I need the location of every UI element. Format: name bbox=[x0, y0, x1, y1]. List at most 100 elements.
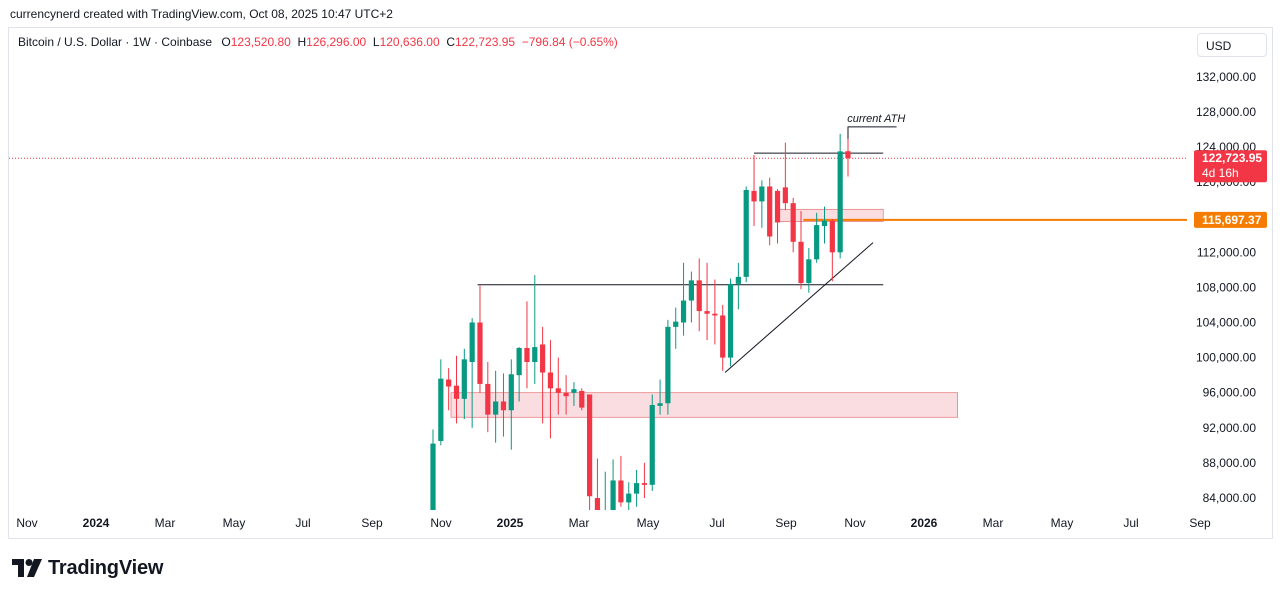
candle-body bbox=[665, 326, 671, 404]
change-value: −796.84 (−0.65%) bbox=[521, 35, 618, 49]
candle bbox=[579, 388, 585, 411]
candle bbox=[516, 347, 522, 402]
x-tick-label: Sep bbox=[361, 516, 383, 530]
y-tick-label: 88,000.00 bbox=[1203, 456, 1257, 470]
candle bbox=[493, 370, 499, 443]
candle-body bbox=[485, 383, 491, 415]
candle-body bbox=[610, 480, 616, 510]
candle bbox=[500, 373, 507, 437]
candle-body bbox=[735, 276, 741, 284]
currency-selector[interactable]: USD bbox=[1197, 33, 1267, 57]
candle bbox=[712, 279, 718, 345]
y-tick-label: 104,000.00 bbox=[1196, 316, 1256, 330]
candle-body bbox=[767, 186, 773, 237]
candle-body bbox=[430, 443, 436, 510]
candle-body bbox=[680, 300, 687, 323]
candle bbox=[430, 429, 436, 510]
candle bbox=[806, 247, 812, 293]
ath-label: current ATH bbox=[847, 113, 905, 125]
candle-body bbox=[696, 280, 702, 312]
ascending-trendline bbox=[724, 242, 874, 373]
candle bbox=[571, 382, 577, 406]
brand-name: TradingView bbox=[48, 556, 164, 579]
x-tick-label: May bbox=[1051, 516, 1074, 530]
candle-body bbox=[587, 394, 593, 497]
candle-body bbox=[821, 220, 828, 226]
candle-body bbox=[814, 225, 820, 260]
candle-body bbox=[579, 390, 585, 408]
low-value: 120,636.00 bbox=[379, 35, 440, 49]
high-label: H bbox=[297, 35, 307, 49]
x-tick-label: Nov bbox=[430, 516, 451, 530]
candle bbox=[759, 180, 765, 228]
candle bbox=[837, 133, 843, 259]
candle bbox=[438, 359, 444, 446]
x-tick-label: 2025 bbox=[497, 516, 524, 530]
candle-body bbox=[727, 283, 734, 358]
candle bbox=[814, 212, 820, 263]
candle-body bbox=[774, 190, 781, 223]
x-tick-label: Mar bbox=[569, 516, 590, 530]
candle-body bbox=[649, 404, 655, 485]
candle-body bbox=[594, 498, 601, 510]
candle bbox=[485, 361, 491, 433]
candle bbox=[821, 206, 828, 244]
y-tick-label: 108,000.00 bbox=[1196, 280, 1256, 294]
candle-body bbox=[477, 322, 483, 384]
candle-body bbox=[641, 483, 648, 485]
candle-body bbox=[516, 347, 522, 376]
symbol-name: Bitcoin / U.S. Dollar · 1W · Coinbase bbox=[18, 35, 213, 49]
candle bbox=[680, 262, 687, 336]
candle-body bbox=[626, 493, 632, 503]
candle bbox=[446, 368, 452, 411]
candle bbox=[735, 262, 741, 310]
candle bbox=[798, 211, 804, 290]
candle-body bbox=[438, 378, 444, 441]
candle bbox=[469, 318, 475, 428]
candle bbox=[453, 355, 460, 424]
candle bbox=[547, 340, 554, 439]
candle-body bbox=[461, 359, 467, 399]
x-tick-label: May bbox=[223, 516, 246, 530]
candle bbox=[532, 275, 538, 384]
x-tick-label: 2024 bbox=[83, 516, 110, 530]
candle-body bbox=[633, 483, 640, 494]
candle-body bbox=[845, 151, 851, 159]
y-tick-label: 84,000.00 bbox=[1203, 491, 1257, 505]
candle bbox=[696, 258, 702, 332]
candle bbox=[633, 469, 640, 507]
chart-credit: currencynerd created with TradingView.co… bbox=[10, 7, 393, 21]
candle bbox=[540, 326, 546, 424]
candle bbox=[743, 186, 749, 283]
candle-body bbox=[571, 389, 577, 393]
candle-body bbox=[618, 480, 624, 503]
candle-body bbox=[751, 190, 757, 202]
candle bbox=[782, 142, 788, 211]
candle-body bbox=[673, 321, 679, 327]
x-tick-label: Jul bbox=[1123, 516, 1138, 530]
candle bbox=[508, 359, 514, 450]
price-tag-value: 122,723.95 bbox=[1202, 151, 1262, 165]
price-tag-countdown: 4d 16h bbox=[1202, 166, 1239, 180]
x-tick-label: Nov bbox=[16, 516, 37, 530]
candle-body bbox=[446, 379, 452, 387]
candle bbox=[603, 471, 608, 529]
candle-body bbox=[532, 347, 538, 362]
candle bbox=[641, 462, 648, 498]
y-tick-label: 112,000.00 bbox=[1197, 245, 1256, 259]
y-tick-label: 92,000.00 bbox=[1203, 421, 1257, 435]
x-tick-label: May bbox=[637, 516, 660, 530]
candle bbox=[555, 357, 561, 415]
candle-body bbox=[603, 511, 608, 529]
open-value: 123,520.80 bbox=[230, 35, 291, 49]
x-tick-label: Nov bbox=[844, 516, 865, 530]
candle bbox=[587, 394, 593, 510]
x-tick-label: Mar bbox=[155, 516, 176, 530]
price-tag-bg bbox=[1194, 150, 1267, 183]
candle-body bbox=[524, 347, 530, 362]
x-tick-label: Sep bbox=[1189, 516, 1211, 530]
candle-body bbox=[508, 374, 514, 411]
candle bbox=[649, 394, 655, 491]
candle-body bbox=[759, 186, 765, 202]
